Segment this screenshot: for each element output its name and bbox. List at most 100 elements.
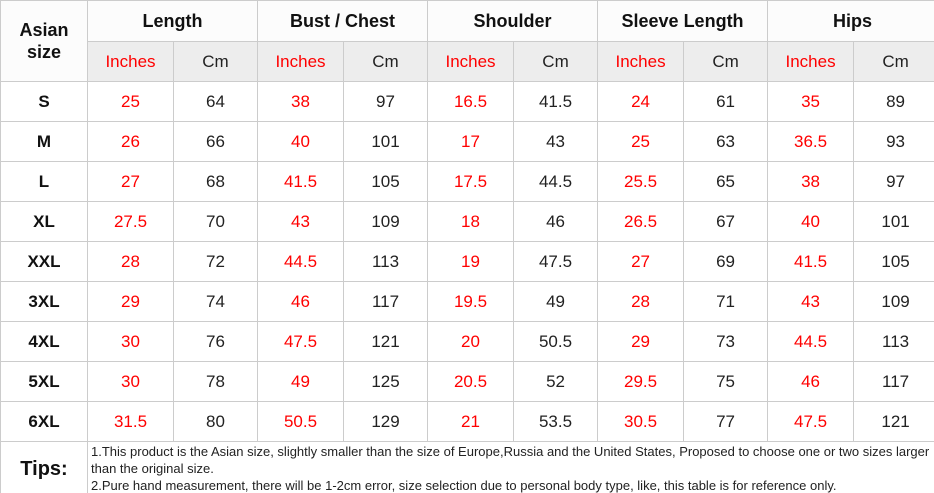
value-inches: 20 [427,321,515,362]
value-inches: 24 [597,81,685,122]
value-inches: 25 [597,121,685,162]
table-row: 5XL 30 78 49 125 20.5 52 29.5 75 46 117 [0,361,934,402]
value-inches: 28 [87,241,174,282]
value-cm: 53.5 [513,401,599,442]
value-cm: 89 [853,81,934,122]
value-inches: 41.5 [257,161,344,202]
column-group-shoulder: Shoulder [427,0,599,42]
value-cm: 113 [342,241,429,282]
value-inches: 50.5 [257,401,344,442]
value-cm: 61 [683,81,769,122]
unit-header-cm: Cm [342,41,429,82]
value-cm: 97 [342,81,429,122]
value-cm: 70 [173,201,258,242]
column-group-length: Length [87,0,258,42]
value-inches: 41.5 [767,241,855,282]
value-inches: 29.5 [597,361,685,402]
value-inches: 17.5 [427,161,515,202]
value-cm: 73 [683,321,769,362]
value-inches: 46 [257,281,344,322]
value-cm: 68 [173,161,258,202]
value-inches: 27 [597,241,685,282]
value-cm: 78 [173,361,258,402]
value-inches: 26 [87,121,174,162]
tips-text: 1.This product is the Asian size, slight… [86,441,934,493]
column-group-header-row: Asian size Length Bust / Chest Shoulder … [0,0,934,82]
value-cm: 125 [342,361,429,402]
value-cm: 46 [513,201,599,242]
table-row: M 26 66 40 101 17 43 25 63 36.5 93 [0,121,934,162]
value-cm: 52 [513,361,599,402]
size-label: 4XL [0,321,88,362]
value-cm: 113 [853,321,934,362]
tip-line: 1.This product is the Asian size, slight… [91,444,930,476]
value-inches: 18 [427,201,515,242]
value-inches: 25 [87,81,174,122]
value-inches: 40 [767,201,855,242]
column-group-bust-chest: Bust / Chest [256,0,429,42]
value-cm: 43 [513,121,599,162]
unit-header-cm: Cm [173,41,258,82]
value-cm: 80 [173,401,258,442]
value-cm: 105 [853,241,934,282]
value-inches: 43 [767,281,855,322]
table-row: S 25 64 38 97 16.5 41.5 24 61 35 89 [0,81,934,122]
value-cm: 77 [683,401,769,442]
tip-line: 2.Pure hand measurement, there will be 1… [91,477,837,493]
size-label: S [0,81,88,122]
value-inches: 49 [257,361,344,402]
column-group-hips: Hips [767,0,934,42]
value-inches: 43 [257,201,344,242]
unit-header-inches: Inches [87,41,174,82]
unit-header-cm: Cm [853,41,934,82]
size-label: M [0,121,88,162]
size-label: 5XL [0,361,88,402]
table-row: 3XL 29 74 46 117 19.5 49 28 71 43 109 [0,281,934,322]
value-cm: 109 [342,201,429,242]
size-label: 6XL [0,401,88,442]
value-inches: 44.5 [257,241,344,282]
value-cm: 72 [173,241,258,282]
value-cm: 71 [683,281,769,322]
value-inches: 38 [257,81,344,122]
value-cm: 47.5 [513,241,599,282]
table-row: L 27 68 41.5 105 17.5 44.5 25.5 65 38 97 [0,161,934,202]
value-inches: 29 [87,281,174,322]
value-inches: 19 [427,241,515,282]
value-cm: 105 [342,161,429,202]
value-cm: 49 [513,281,599,322]
size-label: 3XL [0,281,88,322]
column-group-sleeve-length: Sleeve Length [597,0,769,42]
table-row: XL 27.5 70 43 109 18 46 26.5 67 40 101 [0,201,934,242]
value-cm: 97 [853,161,934,202]
value-cm: 93 [853,121,934,162]
value-cm: 117 [342,281,429,322]
unit-header-inches: Inches [257,41,344,82]
value-cm: 50.5 [513,321,599,362]
value-inches: 47.5 [767,401,855,442]
value-cm: 129 [342,401,429,442]
value-cm: 75 [683,361,769,402]
value-inches: 26.5 [597,201,685,242]
size-label: XXL [0,241,88,282]
value-cm: 109 [853,281,934,322]
value-inches: 30 [87,321,174,362]
unit-header-inches: Inches [427,41,515,82]
table-row: 6XL 31.5 80 50.5 129 21 53.5 30.5 77 47.5 121 [0,401,934,442]
value-inches: 20.5 [427,361,515,402]
value-inches: 27 [87,161,174,202]
value-inches: 29 [597,321,685,362]
value-cm: 117 [853,361,934,402]
value-cm: 76 [173,321,258,362]
value-cm: 64 [173,81,258,122]
value-cm: 101 [342,121,429,162]
value-cm: 67 [683,201,769,242]
corner-header-asian-size: Asian size [0,0,88,82]
value-inches: 38 [767,161,855,202]
unit-header-row: Inches Cm Inches Cm Inches Cm Inches Cm Inches Cm [1,41,934,82]
value-cm: 41.5 [513,81,599,122]
value-cm: 44.5 [513,161,599,202]
value-cm: 121 [342,321,429,362]
unit-header-inches: Inches [597,41,685,82]
